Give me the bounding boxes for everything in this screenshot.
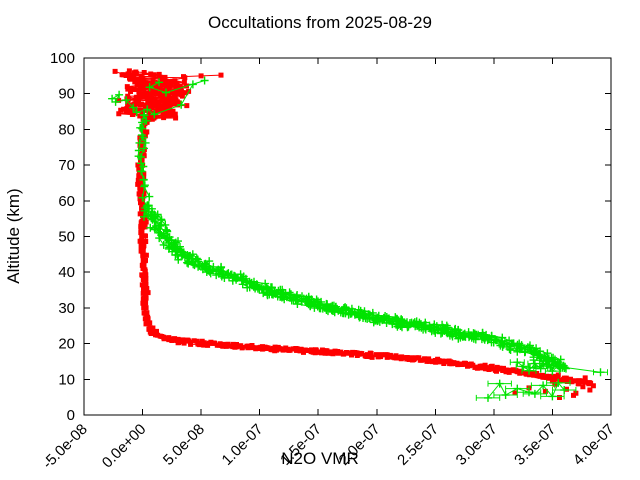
x-tick-label: 3.5e-07 bbox=[511, 421, 559, 469]
x-tick-label: 2.0e-07 bbox=[336, 421, 384, 469]
x-tick-label: 1.5e-07 bbox=[277, 421, 325, 469]
y-tick-label: 90 bbox=[58, 86, 75, 103]
series-red bbox=[112, 68, 596, 400]
x-tick-label: 3.0e-07 bbox=[453, 421, 501, 469]
x-tick-label: 4.0e-07 bbox=[570, 421, 618, 469]
y-tick-label: 80 bbox=[58, 121, 75, 138]
y-tick-label: 20 bbox=[58, 336, 75, 353]
x-tick-label: 2.5e-07 bbox=[394, 421, 442, 469]
chart-title: Occultations from 2025-08-29 bbox=[208, 13, 432, 32]
y-tick-label: 50 bbox=[58, 229, 75, 246]
y-tick-label: 40 bbox=[58, 264, 75, 281]
y-tick-label: 30 bbox=[58, 300, 75, 317]
x-axis-label: N2O VMR bbox=[281, 449, 359, 468]
y-tick-label: 10 bbox=[58, 371, 75, 388]
y-tick-label: 60 bbox=[58, 193, 75, 210]
x-tick-label: 0.0e+00 bbox=[99, 421, 150, 472]
y-tick-label: 100 bbox=[50, 50, 75, 67]
x-tick-label: 1.0e-07 bbox=[219, 421, 267, 469]
axes bbox=[83, 57, 612, 416]
series-green bbox=[108, 76, 608, 402]
y-tick-label: 0 bbox=[67, 407, 75, 424]
y-tick-label: 70 bbox=[58, 157, 75, 174]
x-tick-label: 5.0e-08 bbox=[160, 421, 208, 469]
x-tick-label: -5.0e-08 bbox=[39, 421, 91, 473]
